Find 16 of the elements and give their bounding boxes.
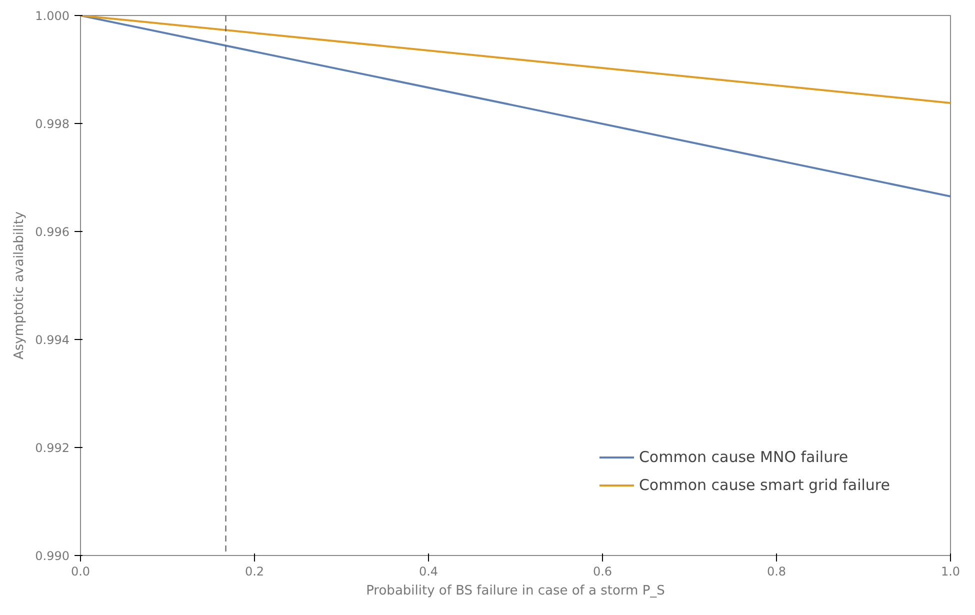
x-tick-label: 0.6 (592, 564, 612, 578)
x-tick-label: 0.2 (244, 564, 264, 578)
y-tick-label: 0.996 (35, 225, 70, 239)
y-tick-label: 0.990 (35, 549, 70, 563)
x-tick-label: 0.0 (70, 564, 90, 578)
y-tick-label: 0.992 (35, 441, 70, 455)
legend-label: Common cause MNO failure (638, 448, 848, 466)
legend-label: Common cause smart grid failure (638, 476, 890, 494)
y-tick-label: 1.000 (35, 9, 70, 23)
y-tick-label: 0.998 (35, 117, 70, 131)
x-tick-label: 0.8 (766, 564, 786, 578)
x-tick-label: 0.4 (418, 564, 438, 578)
x-tick-label: 1.0 (940, 564, 960, 578)
x-axis-title: Probability of BS failure in case of a storm P_S (366, 584, 665, 598)
y-tick-label: 0.994 (35, 333, 70, 347)
y-axis-title: Asymptotic availability (12, 211, 28, 360)
